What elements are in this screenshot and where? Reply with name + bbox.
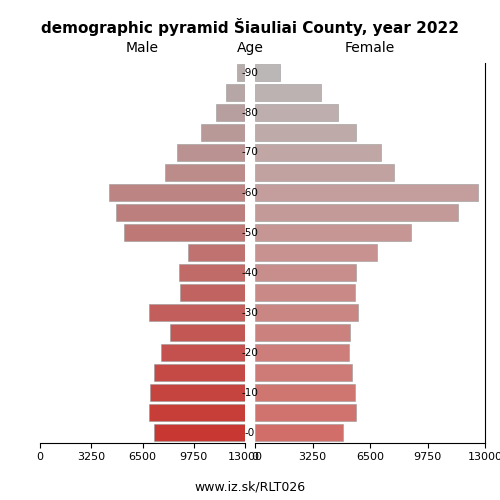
Bar [154,364,245,381]
Bar [149,304,245,321]
Text: -40: -40 [242,268,258,278]
Bar [150,384,245,401]
Bar [255,124,356,141]
Bar [255,144,380,161]
Text: Male: Male [126,41,159,55]
Bar [180,284,245,301]
Text: -90: -90 [242,68,258,78]
Bar [255,224,410,241]
Text: -20: -20 [242,348,258,358]
Text: -60: -60 [242,188,258,198]
Text: www.iz.sk/RLT026: www.iz.sk/RLT026 [194,481,306,494]
Bar [255,284,355,301]
Text: -0: -0 [245,428,255,438]
Bar [149,404,245,421]
Bar [164,164,245,181]
Bar [255,364,352,381]
Bar [177,144,245,161]
Text: Female: Female [345,41,395,55]
Bar [255,204,458,221]
Text: demographic pyramid Šiauliai County, year 2022: demographic pyramid Šiauliai County, yea… [41,18,459,36]
Bar [238,64,245,81]
Bar [255,64,280,81]
Text: -10: -10 [242,388,258,398]
Bar [255,104,338,121]
Bar [170,324,245,341]
Bar [226,84,245,101]
Bar [188,244,245,261]
Bar [255,384,355,401]
Bar [154,424,245,441]
Bar [255,404,356,421]
Bar [110,184,245,201]
Text: -30: -30 [242,308,258,318]
Text: -70: -70 [242,148,258,158]
Bar [255,304,358,321]
Bar [255,164,394,181]
Bar [255,424,344,441]
Bar [201,124,245,141]
Bar [162,344,245,361]
Bar [179,264,245,281]
Text: Age: Age [236,41,264,55]
Bar [255,184,478,201]
Bar [255,324,350,341]
Bar [116,204,245,221]
Bar [216,104,245,121]
Bar [255,244,377,261]
Text: -80: -80 [242,108,258,118]
Bar [255,344,349,361]
Text: -50: -50 [242,228,258,237]
Bar [255,84,322,101]
Bar [255,264,356,281]
Bar [124,224,245,241]
